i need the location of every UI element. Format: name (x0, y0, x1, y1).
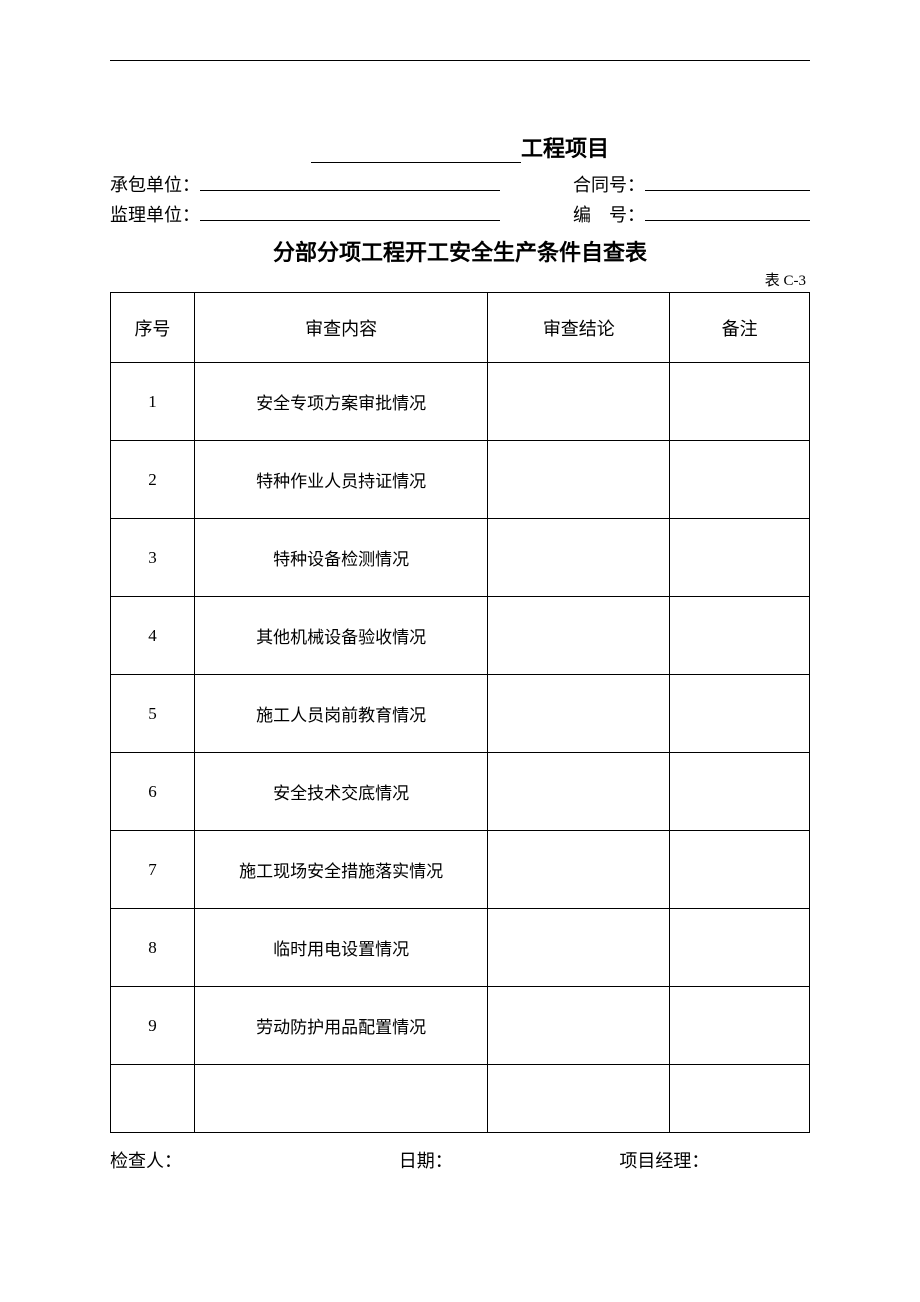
cell-content: 其他机械设备验收情况 (194, 597, 488, 675)
cell-note[interactable] (670, 519, 810, 597)
cell-num: 5 (111, 675, 195, 753)
table-row: 9 劳动防护用品配置情况 (111, 987, 810, 1065)
cell-result[interactable] (488, 675, 670, 753)
table-row (111, 1065, 810, 1133)
document-page: 工程项目 承包单位： 合同号： 监理单位： 编 号： 分部分项工程开工安全生产条… (0, 0, 920, 1173)
contract-no-blank[interactable] (645, 173, 810, 191)
cell-content: 劳动防护用品配置情况 (194, 987, 488, 1065)
info-row-1: 承包单位： 合同号： (110, 171, 810, 199)
contractor-blank[interactable] (200, 173, 500, 191)
table-row: 2 特种作业人员持证情况 (111, 441, 810, 519)
cell-num: 1 (111, 363, 195, 441)
contractor-field: 承包单位： (110, 171, 500, 199)
cell-result[interactable] (488, 987, 670, 1065)
table-body: 1 安全专项方案审批情况 2 特种作业人员持证情况 3 特种设备检测情况 4 其… (111, 363, 810, 1133)
table-row: 8 临时用电设置情况 (111, 909, 810, 987)
info-row-2: 监理单位： 编 号： (110, 201, 810, 229)
table-header-row: 序号 审查内容 审查结论 备注 (111, 293, 810, 363)
date-label: 日期： (339, 1147, 590, 1173)
serial-no-label: 编 号： (573, 201, 645, 229)
cell-result[interactable] (488, 441, 670, 519)
contractor-label: 承包单位： (110, 171, 200, 199)
cell-content: 安全技术交底情况 (194, 753, 488, 831)
cell-note[interactable] (670, 753, 810, 831)
cell-num: 8 (111, 909, 195, 987)
cell-content: 施工现场安全措施落实情况 (194, 831, 488, 909)
cell-result[interactable] (488, 753, 670, 831)
header-info: 承包单位： 合同号： 监理单位： 编 号： (110, 171, 810, 229)
cell-note[interactable] (670, 441, 810, 519)
form-title: 分部分项工程开工安全生产条件自查表 (110, 235, 810, 267)
cell-num: 3 (111, 519, 195, 597)
table-row: 7 施工现场安全措施落实情况 (111, 831, 810, 909)
cell-note[interactable] (670, 987, 810, 1065)
cell-result[interactable] (488, 1065, 670, 1133)
cell-note[interactable] (670, 675, 810, 753)
cell-num: 2 (111, 441, 195, 519)
footer-signatures: 检查人： 日期： 项目经理： (110, 1147, 810, 1173)
contract-no-field: 合同号： (573, 171, 810, 199)
cell-note[interactable] (670, 831, 810, 909)
cell-note[interactable] (670, 909, 810, 987)
cell-content: 施工人员岗前教育情况 (194, 675, 488, 753)
table-row: 3 特种设备检测情况 (111, 519, 810, 597)
serial-no-field: 编 号： (573, 201, 810, 229)
table-row: 4 其他机械设备验收情况 (111, 597, 810, 675)
col-header-content: 审查内容 (194, 293, 488, 363)
cell-num: 9 (111, 987, 195, 1065)
cell-note[interactable] (670, 363, 810, 441)
inspection-table: 序号 审查内容 审查结论 备注 1 安全专项方案审批情况 2 特种作业人员持证情… (110, 292, 810, 1133)
project-name-blank[interactable] (311, 141, 521, 163)
contract-no-label: 合同号： (573, 171, 645, 199)
col-header-result: 审查结论 (488, 293, 670, 363)
cell-note[interactable] (670, 597, 810, 675)
cell-result[interactable] (488, 597, 670, 675)
cell-num[interactable] (111, 1065, 195, 1133)
supervisor-blank[interactable] (200, 203, 500, 221)
supervisor-label: 监理单位： (110, 201, 200, 229)
cell-note[interactable] (670, 1065, 810, 1133)
cell-content: 安全专项方案审批情况 (194, 363, 488, 441)
cell-num: 4 (111, 597, 195, 675)
header-rule (110, 60, 810, 61)
cell-result[interactable] (488, 831, 670, 909)
table-row: 5 施工人员岗前教育情况 (111, 675, 810, 753)
cell-content: 特种设备检测情况 (194, 519, 488, 597)
cell-result[interactable] (488, 363, 670, 441)
project-title-row: 工程项目 (110, 131, 810, 163)
col-header-num: 序号 (111, 293, 195, 363)
serial-no-blank[interactable] (645, 203, 810, 221)
cell-content: 特种作业人员持证情况 (194, 441, 488, 519)
table-row: 6 安全技术交底情况 (111, 753, 810, 831)
cell-content[interactable] (194, 1065, 488, 1133)
cell-content: 临时用电设置情况 (194, 909, 488, 987)
manager-label: 项目经理： (589, 1147, 810, 1173)
project-suffix: 工程项目 (521, 136, 609, 161)
cell-num: 7 (111, 831, 195, 909)
col-header-note: 备注 (670, 293, 810, 363)
table-row: 1 安全专项方案审批情况 (111, 363, 810, 441)
inspector-label: 检查人： (110, 1147, 339, 1173)
cell-result[interactable] (488, 909, 670, 987)
cell-num: 6 (111, 753, 195, 831)
supervisor-field: 监理单位： (110, 201, 500, 229)
cell-result[interactable] (488, 519, 670, 597)
table-code: 表 C-3 (110, 269, 810, 290)
